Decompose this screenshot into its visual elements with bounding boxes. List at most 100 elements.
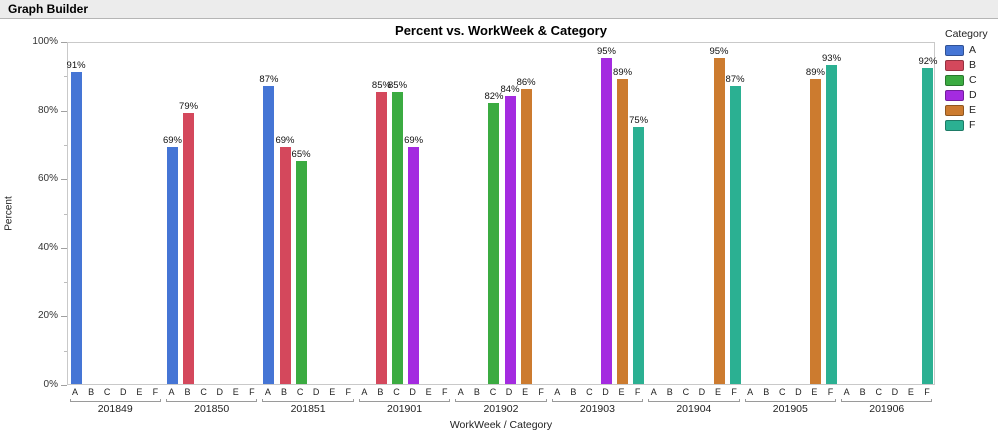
- y-minor-tick-70: [64, 144, 67, 146]
- legend-swatch-D[interactable]: [945, 90, 964, 101]
- x-letter-201850-C: C: [200, 387, 207, 397]
- x-letter-201851-C: C: [296, 387, 304, 397]
- group-bracket-201901: [358, 399, 451, 402]
- x-letter-201905-C: C: [779, 387, 786, 397]
- legend-item-C[interactable]: C: [945, 74, 997, 89]
- x-letter-201901-B: B: [377, 387, 384, 397]
- legend-label-A: A: [969, 44, 977, 56]
- x-letter-201904-B: B: [666, 387, 673, 397]
- bar-201903-E[interactable]: [617, 78, 629, 384]
- x-letter-201903-D: D: [602, 387, 609, 397]
- legend-title: Category: [945, 28, 988, 40]
- bar-value-201901-C: 85%: [388, 80, 408, 92]
- x-letter-201903-B: B: [570, 387, 577, 397]
- bar-201904-E[interactable]: [713, 58, 725, 384]
- bar-201902-D[interactable]: [504, 95, 516, 384]
- x-letter-201906-B: B: [859, 387, 866, 397]
- group-bracket-201904: [648, 399, 740, 402]
- bar-201904-F[interactable]: [729, 85, 741, 384]
- outline-header[interactable]: Graph Builder: [0, 0, 998, 19]
- legend-swatch-B[interactable]: [945, 60, 964, 71]
- bar-201905-E[interactable]: [809, 78, 821, 384]
- x-letter-201904-D: D: [698, 387, 706, 397]
- plot-area[interactable]: 91% 69% 79% 87% 69% 65% 85% 85% 69% 82% 84% 86% 95% 8…: [67, 42, 937, 385]
- chart-title: Percent vs. WorkWeek & Category: [395, 23, 607, 38]
- bar-201901-B[interactable]: [375, 92, 387, 384]
- bar-201903-D[interactable]: [600, 58, 612, 384]
- bar-201850-A[interactable]: [166, 147, 178, 384]
- y-tick-mark-100: [61, 42, 67, 43]
- x-letter-201901-D: D: [409, 387, 416, 397]
- x-letter-201849-E: E: [136, 387, 143, 397]
- x-letter-201849-B: B: [88, 387, 95, 397]
- legend-item-E[interactable]: E: [945, 104, 997, 119]
- x-letter-201906-D: D: [891, 387, 899, 397]
- x-letter-201850-B: B: [184, 387, 191, 397]
- x-letter-201850-A: A: [168, 387, 175, 397]
- bar-201906-F[interactable]: [922, 68, 934, 384]
- x-letter-201902-B: B: [473, 387, 480, 397]
- bar-value-201902-D: 84%: [500, 83, 520, 95]
- x-letter-201903-E: E: [618, 387, 625, 397]
- y-tick-mark-20: [61, 316, 67, 318]
- legend-label-C: C: [969, 74, 977, 86]
- x-letter-201906-C: C: [875, 387, 882, 397]
- legend-swatch-E[interactable]: [945, 105, 964, 116]
- group-label-201905: 201905: [772, 403, 808, 415]
- legend-swatch-A[interactable]: [945, 45, 964, 56]
- bar-201851-A[interactable]: [263, 85, 275, 384]
- x-letter-201905-E: E: [811, 387, 818, 397]
- bar-201850-B[interactable]: [183, 113, 195, 384]
- y-axis-title: Percent: [3, 196, 15, 231]
- group-bracket-201903: [551, 399, 644, 402]
- x-letter-201905-B: B: [763, 387, 770, 397]
- bar-201851-C[interactable]: [295, 161, 307, 384]
- legend-item-D[interactable]: D: [945, 89, 997, 104]
- x-letter-201904-C: C: [682, 387, 690, 397]
- legend-label-E: E: [969, 104, 977, 116]
- bar-201901-D[interactable]: [408, 147, 420, 384]
- y-tick-mark-0: [61, 385, 67, 386]
- x-letter-201901-F: F: [441, 387, 448, 397]
- bar-value-201901-D: 69%: [404, 135, 424, 147]
- bar-value-201905-E: 89%: [805, 66, 825, 78]
- bar-201851-B[interactable]: [279, 147, 291, 384]
- x-letter-201904-A: A: [650, 387, 657, 397]
- group-label-201902: 201902: [483, 403, 519, 415]
- bar-value-201904-F: 87%: [725, 73, 745, 85]
- bar-value-201849-A: 91%: [66, 59, 86, 71]
- legend-item-A[interactable]: A: [945, 44, 997, 59]
- bar-value-201904-E: 95%: [709, 46, 729, 58]
- legend-label-F: F: [969, 119, 976, 131]
- x-letter-201849-C: C: [103, 387, 111, 397]
- legend-swatch-F[interactable]: [945, 120, 964, 131]
- x-letter-201903-F: F: [634, 387, 641, 397]
- legend-item-B[interactable]: B: [945, 59, 997, 74]
- bar-201849-A[interactable]: [70, 71, 82, 384]
- bar-value-201851-C: 65%: [291, 149, 311, 161]
- x-letter-201850-D: D: [216, 387, 223, 397]
- bar-value-201901-B: 85%: [371, 80, 391, 92]
- legend-swatch-C[interactable]: [945, 75, 964, 86]
- bar-value-201850-A: 69%: [162, 135, 182, 147]
- bar-value-201851-A: 87%: [259, 73, 279, 85]
- bar-value-201851-B: 69%: [275, 135, 295, 147]
- y-tick-label-40: 40%: [37, 241, 58, 253]
- y-minor-tick-90: [64, 76, 67, 78]
- x-letter-201903-C: C: [586, 387, 593, 397]
- y-tick-label-80: 80%: [37, 104, 58, 116]
- bar-201901-C[interactable]: [392, 92, 404, 384]
- x-letter-201906-F: F: [924, 387, 930, 397]
- bar-201902-C[interactable]: [488, 102, 500, 384]
- bar-value-201850-B: 79%: [179, 101, 199, 113]
- x-letter-201901-C: C: [393, 387, 400, 397]
- bar-201903-F[interactable]: [633, 126, 645, 384]
- bar-201905-F[interactable]: [826, 65, 838, 384]
- group-bracket-201902: [455, 399, 547, 402]
- x-letter-201850-E: E: [232, 387, 239, 397]
- bar-value-201903-D: 95%: [596, 46, 616, 58]
- group-label-201850: 201850: [194, 403, 230, 415]
- x-letter-201903-A: A: [554, 387, 561, 397]
- bar-201902-E[interactable]: [520, 89, 532, 384]
- legend-item-F[interactable]: F: [945, 119, 997, 134]
